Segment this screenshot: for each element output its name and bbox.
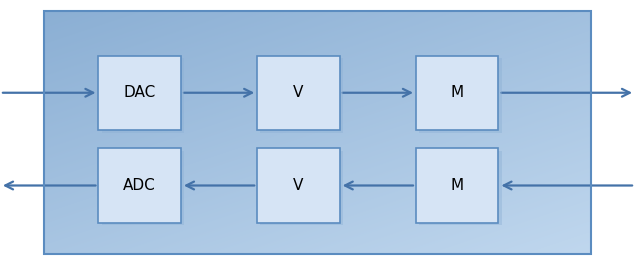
FancyBboxPatch shape [102,151,184,225]
FancyBboxPatch shape [98,148,181,223]
FancyBboxPatch shape [260,151,343,225]
Text: V: V [293,85,304,100]
Text: V: V [293,178,304,193]
FancyBboxPatch shape [419,58,502,132]
FancyBboxPatch shape [416,56,498,130]
FancyBboxPatch shape [102,58,184,132]
FancyBboxPatch shape [416,148,498,223]
Text: M: M [451,178,464,193]
FancyBboxPatch shape [257,148,340,223]
FancyBboxPatch shape [260,58,343,132]
FancyBboxPatch shape [98,56,181,130]
Text: M: M [451,85,464,100]
FancyBboxPatch shape [419,151,502,225]
Text: DAC: DAC [124,85,156,100]
FancyBboxPatch shape [257,56,340,130]
Text: ADC: ADC [123,178,156,193]
